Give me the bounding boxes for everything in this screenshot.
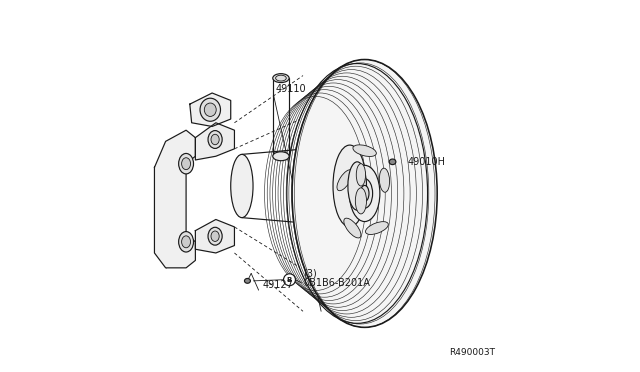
Ellipse shape [360,185,369,202]
Ellipse shape [200,98,221,121]
Ellipse shape [273,152,289,161]
Text: 49127: 49127 [262,280,293,290]
Ellipse shape [333,145,367,227]
Polygon shape [195,219,234,253]
Ellipse shape [389,159,396,165]
Text: 49110: 49110 [275,84,306,94]
Ellipse shape [348,162,367,210]
Polygon shape [154,130,195,268]
Text: R490003T: R490003T [449,348,495,357]
Text: 0B1B6-B201A: 0B1B6-B201A [303,278,370,288]
Ellipse shape [273,74,289,83]
Circle shape [284,274,296,286]
Ellipse shape [208,227,222,245]
Ellipse shape [211,134,219,145]
Polygon shape [190,93,231,126]
Ellipse shape [353,145,376,157]
Ellipse shape [182,236,191,248]
Ellipse shape [179,153,193,174]
Ellipse shape [349,165,380,222]
Ellipse shape [182,158,191,170]
Polygon shape [195,123,234,160]
Ellipse shape [204,103,216,116]
Ellipse shape [231,154,253,218]
Ellipse shape [355,188,367,214]
Ellipse shape [179,231,193,252]
Ellipse shape [380,168,390,192]
Text: 49010H: 49010H [408,157,445,167]
Ellipse shape [208,131,222,148]
Text: B: B [287,277,292,283]
Text: (3): (3) [303,269,317,278]
Ellipse shape [244,278,250,283]
Ellipse shape [292,60,437,327]
Ellipse shape [356,179,372,208]
Ellipse shape [356,164,365,186]
Ellipse shape [344,218,361,238]
Ellipse shape [211,231,219,241]
Ellipse shape [337,170,353,191]
Ellipse shape [365,222,388,234]
